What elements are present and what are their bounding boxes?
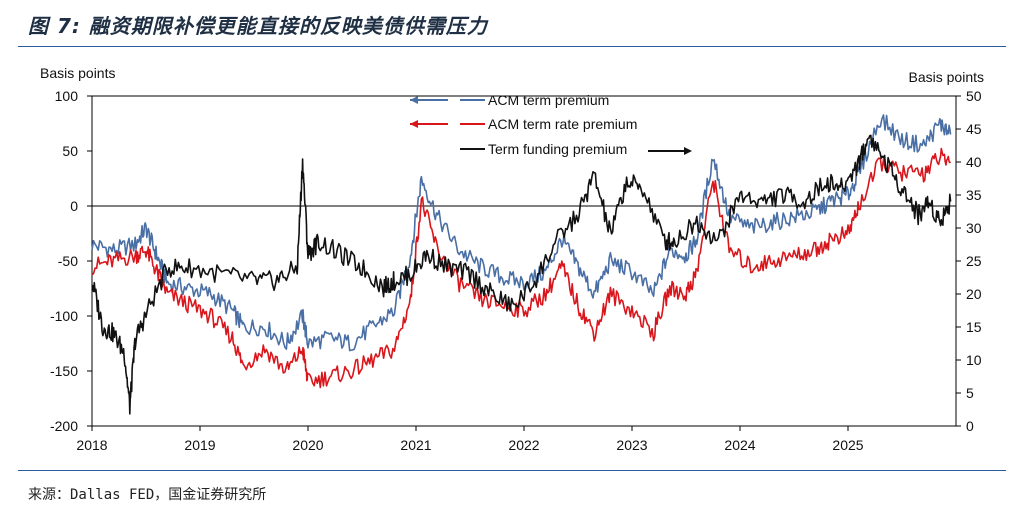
legend-arrowhead <box>410 120 418 128</box>
left-axis-label: Basis points <box>40 65 115 81</box>
right-tick-label: 30 <box>966 220 982 236</box>
right-tick-label: 35 <box>966 187 982 203</box>
legend-label: ACM term premium <box>488 92 609 108</box>
x-tick-label: 2019 <box>184 437 215 453</box>
right-axis-label: Basis points <box>909 69 984 85</box>
left-tick-label: -200 <box>50 418 78 434</box>
legend-item: Term funding premium <box>460 141 692 157</box>
x-tick-label: 2025 <box>832 437 863 453</box>
legend: ACM term premium ACM term rate premium Ter… <box>410 92 692 157</box>
legend-label: ACM term rate premium <box>488 116 637 132</box>
term-funding-premium-line <box>91 134 952 415</box>
x-tick-label: 2021 <box>400 437 431 453</box>
x-tick-label: 2023 <box>616 437 647 453</box>
chart-title: 图 7: 融资期限补偿更能直接的反映美债供需压力 <box>28 14 488 38</box>
source-note: 来源：Dallas FED，国金证券研究所 <box>28 487 267 503</box>
left-tick-label: -150 <box>50 363 78 379</box>
acm-term-premium-line <box>91 114 952 352</box>
left-axis-ticks: 100 50 0 -50 -100 -150 -200 <box>50 88 92 434</box>
legend-item: ACM term rate premium <box>410 116 637 132</box>
right-tick-label: 20 <box>966 286 982 302</box>
legend-arrowhead <box>684 147 692 155</box>
right-tick-label: 40 <box>966 154 982 170</box>
series-group <box>91 114 952 415</box>
acm-term-rate-premium-line <box>91 147 952 389</box>
bottom-divider <box>18 470 1006 471</box>
x-tick-label: 2020 <box>292 437 323 453</box>
left-tick-label: -50 <box>58 253 78 269</box>
right-tick-label: 25 <box>966 253 982 269</box>
legend-item: ACM term premium <box>410 92 609 108</box>
left-tick-label: 0 <box>70 198 78 214</box>
right-tick-label: 5 <box>966 385 974 401</box>
left-tick-label: -100 <box>50 308 78 324</box>
x-axis-ticks: 2018 2019 2020 2021 2022 2023 2024 2025 <box>76 426 864 453</box>
left-tick-label: 100 <box>55 88 79 104</box>
x-tick-label: 2018 <box>76 437 107 453</box>
right-tick-label: 15 <box>966 319 982 335</box>
right-tick-label: 0 <box>966 418 974 434</box>
legend-label: Term funding premium <box>488 141 627 157</box>
left-tick-label: 50 <box>62 143 78 159</box>
x-tick-label: 2022 <box>508 437 539 453</box>
top-divider <box>18 46 1006 47</box>
x-tick-label: 2024 <box>724 437 755 453</box>
right-tick-label: 10 <box>966 352 982 368</box>
legend-arrowhead <box>410 96 418 104</box>
chart-area: Basis points Basis points 100500-50-100-… <box>40 65 984 453</box>
right-tick-label: 45 <box>966 121 982 137</box>
right-tick-label: 50 <box>966 88 982 104</box>
